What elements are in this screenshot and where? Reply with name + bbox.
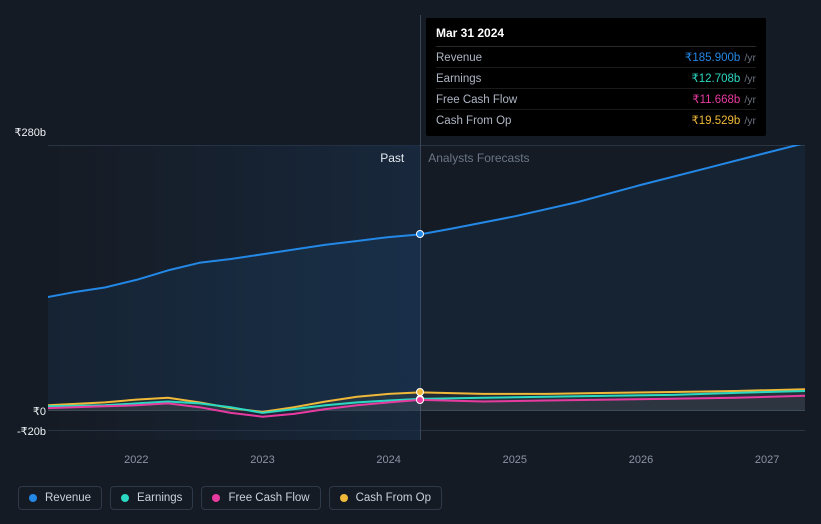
x-tick-label: 2023 — [250, 454, 274, 466]
tooltip-value: ₹185.900b — [685, 50, 740, 64]
x-tick-label: 2026 — [629, 454, 653, 466]
tooltip-value: ₹11.668b — [692, 92, 740, 106]
forecast-label: Analysts Forecasts — [428, 151, 529, 165]
past-label: Past — [380, 151, 404, 165]
tooltip-value: ₹12.708b — [691, 71, 740, 85]
legend-item-earnings[interactable]: Earnings — [110, 486, 193, 510]
hover-tooltip: Mar 31 2024 Revenue₹185.900b/yrEarnings₹… — [426, 18, 766, 136]
y-tick-label: ₹0 — [6, 405, 46, 418]
grid-line — [48, 430, 805, 431]
tooltip-unit: /yr — [744, 73, 756, 85]
legend-item-fcf[interactable]: Free Cash Flow — [201, 486, 320, 510]
tooltip-date: Mar 31 2024 — [436, 26, 756, 47]
tooltip-value: ₹19.529b — [691, 113, 740, 127]
legend-label: Free Cash Flow — [228, 492, 309, 504]
tooltip-row: Earnings₹12.708b/yr — [436, 68, 756, 89]
x-axis: 2022 2023 2024 2025 2026 2027 — [48, 454, 805, 474]
tooltip-metric: Cash From Op — [436, 115, 691, 127]
past-region-shade — [48, 145, 420, 440]
legend-item-cfo[interactable]: Cash From Op — [329, 486, 442, 510]
grid-line — [48, 410, 805, 411]
x-tick-label: 2025 — [503, 454, 527, 466]
legend-swatch — [340, 494, 348, 502]
grid-line — [48, 145, 805, 146]
legend-label: Revenue — [45, 492, 91, 504]
tooltip-metric: Free Cash Flow — [436, 94, 692, 106]
x-tick-label: 2024 — [376, 454, 400, 466]
x-tick-label: 2027 — [755, 454, 779, 466]
plot-area[interactable]: Past Analysts Forecasts — [48, 145, 805, 440]
tooltip-unit: /yr — [744, 52, 756, 64]
legend-item-revenue[interactable]: Revenue — [18, 486, 102, 510]
chart-svg — [48, 145, 805, 440]
legend-label: Cash From Op — [356, 492, 431, 504]
tooltip-unit: /yr — [744, 94, 756, 106]
y-tick-label: -₹20b — [6, 425, 46, 438]
series-marker — [416, 230, 424, 238]
y-tick-label: ₹280b — [6, 126, 46, 139]
tooltip-row: Cash From Op₹19.529b/yr — [436, 110, 756, 130]
x-tick-label: 2022 — [124, 454, 148, 466]
past-forecast-divider — [420, 15, 421, 440]
legend-swatch — [29, 494, 37, 502]
legend-swatch — [121, 494, 129, 502]
tooltip-unit: /yr — [744, 115, 756, 127]
tooltip-row: Revenue₹185.900b/yr — [436, 47, 756, 68]
legend-label: Earnings — [137, 492, 182, 504]
tooltip-row: Free Cash Flow₹11.668b/yr — [436, 89, 756, 110]
legend-swatch — [212, 494, 220, 502]
tooltip-metric: Revenue — [436, 52, 685, 64]
tooltip-metric: Earnings — [436, 73, 691, 85]
series-marker — [416, 396, 424, 404]
legend: Revenue Earnings Free Cash Flow Cash From O… — [18, 486, 442, 510]
